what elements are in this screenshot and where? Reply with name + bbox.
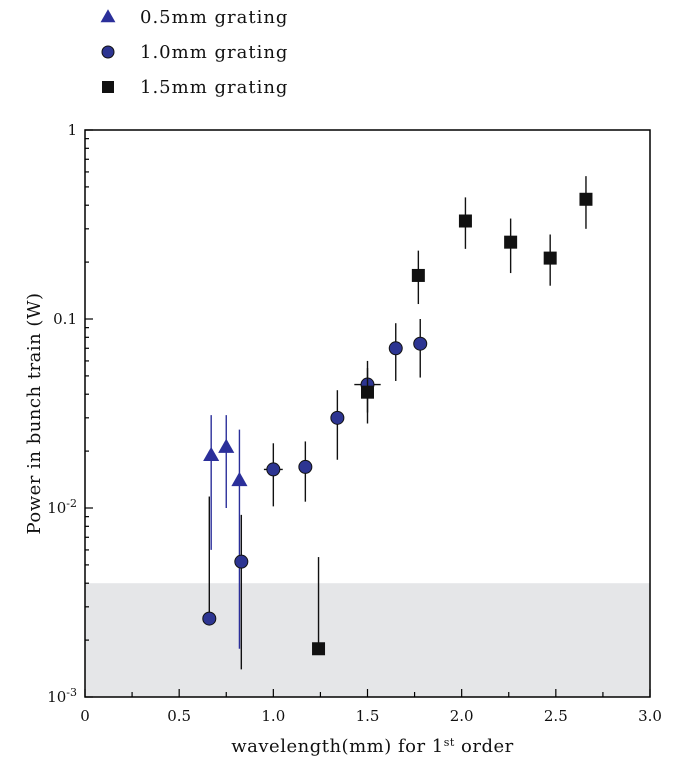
data-point (330, 410, 345, 425)
y-axis-title: Power in bunch train (W) (24, 293, 45, 535)
data-point (361, 385, 374, 399)
series-square (312, 176, 593, 656)
legend-label: 0.5mm grating (140, 7, 288, 28)
x-axis-title: wavelength(mm) for 1st order (231, 736, 514, 758)
data-point (504, 235, 518, 249)
data-point (202, 611, 217, 626)
data-point (218, 438, 235, 453)
x-tick-label: 1.0 (261, 707, 285, 725)
data-series (202, 176, 593, 670)
x-tick-label: 2.0 (450, 707, 474, 725)
data-point (203, 446, 220, 462)
x-tick-label: 0 (80, 707, 90, 725)
data-point (411, 268, 425, 282)
x-tick-label: 1.5 (356, 707, 380, 725)
data-point (312, 642, 326, 656)
y-tick-label: 10-3 (47, 686, 77, 707)
legend-marker-circle (101, 45, 115, 59)
data-point (388, 341, 403, 356)
data-point (298, 459, 313, 474)
legend-label: 1.5mm grating (140, 77, 288, 98)
data-point (458, 214, 472, 228)
data-point (231, 471, 248, 487)
legend-marker-square (102, 81, 114, 93)
x-tick-label: 0.5 (167, 707, 191, 725)
y-tick-label: 10-2 (47, 497, 77, 518)
legend-marker-triangle (100, 9, 116, 23)
data-point (234, 554, 249, 569)
data-point (543, 251, 557, 265)
x-axis-title-main: wavelength(mm) for 1 (231, 736, 444, 757)
x-tick-label: 3.0 (638, 707, 662, 725)
shaded-region (85, 583, 650, 697)
legend: 0.5mm grating 1.0mm grating 1.5mm grating (100, 7, 288, 98)
data-point (579, 192, 593, 206)
y-axis-ticks: 1 0.1 10-2 10-3 (47, 121, 93, 706)
x-axis-title-tail: order (455, 736, 514, 757)
data-point (266, 462, 281, 477)
y-tick-label: 0.1 (53, 310, 77, 328)
x-tick-label: 2.5 (544, 707, 568, 725)
x-axis-ticks: 0 0.5 1.0 1.5 2.0 2.5 3.0 (80, 689, 662, 725)
legend-label: 1.0mm grating (140, 42, 288, 63)
data-point (413, 336, 428, 351)
x-axis-title-sup: st (444, 736, 455, 749)
series-triangle (203, 415, 248, 649)
y-tick-label: 1 (67, 121, 77, 139)
